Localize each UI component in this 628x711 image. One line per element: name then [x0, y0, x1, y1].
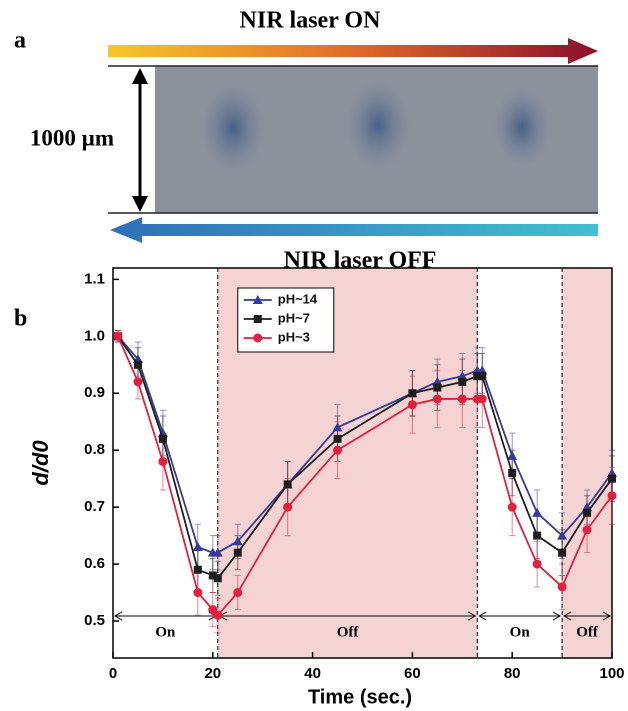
marker	[458, 377, 467, 386]
y-tick-label: 0.5	[84, 612, 105, 629]
marker	[158, 434, 167, 443]
marker	[208, 571, 217, 580]
x-tick-label: 100	[599, 665, 624, 682]
marker	[212, 547, 223, 557]
y-tick-label: 0.6	[84, 555, 105, 572]
marker	[283, 502, 293, 512]
marker	[583, 508, 592, 517]
y-tick-label: 0.8	[84, 441, 105, 458]
marker	[233, 548, 242, 557]
spot	[201, 83, 265, 173]
arrow-head	[563, 611, 612, 621]
y-tick-label: 1.1	[84, 270, 105, 287]
marker	[133, 360, 142, 369]
panel-a: a NIR laser ON 1000 µm NIR laser OFF	[14, 8, 598, 274]
marker	[192, 541, 203, 551]
phase-label: Off	[337, 624, 360, 640]
marker	[193, 588, 203, 598]
phase-label: On	[155, 624, 176, 640]
x-tick-label: 0	[109, 665, 117, 682]
marker	[213, 574, 222, 583]
marker	[283, 480, 292, 489]
panel-label: b	[14, 306, 27, 332]
marker	[407, 400, 417, 410]
x-tick-label: 20	[204, 665, 221, 682]
marker	[478, 372, 487, 381]
marker	[433, 383, 442, 392]
marker	[333, 445, 343, 455]
marker	[253, 333, 263, 343]
x-tick-label: 80	[504, 665, 521, 682]
spot	[494, 87, 550, 167]
marker	[507, 502, 517, 512]
spot	[346, 80, 410, 170]
marker	[113, 331, 123, 341]
marker	[582, 525, 592, 535]
panel-label: a	[14, 28, 26, 54]
phase-region	[562, 268, 612, 658]
marker	[232, 536, 243, 546]
marker	[473, 372, 482, 381]
arrow-head	[478, 611, 562, 621]
marker	[507, 450, 518, 460]
marker	[457, 394, 467, 404]
phase-label: On	[510, 624, 531, 640]
marker	[607, 491, 617, 501]
marker	[133, 377, 143, 387]
marker	[408, 389, 417, 398]
arrow-on	[108, 38, 598, 64]
marker	[332, 422, 343, 432]
y-tick-label: 0.9	[84, 384, 105, 401]
marker	[333, 434, 342, 443]
y-axis-title: d/d0	[28, 440, 53, 486]
legend-label: pH~7	[278, 310, 310, 325]
marker	[193, 565, 202, 574]
scale-arrow	[132, 68, 148, 84]
x-tick-label: 60	[404, 665, 421, 682]
y-tick-label: 1.0	[84, 327, 105, 344]
marker	[508, 468, 517, 477]
scale-label: 1000 µm	[30, 125, 114, 150]
marker	[533, 531, 542, 540]
marker	[213, 610, 223, 620]
marker	[432, 394, 442, 404]
marker	[608, 474, 616, 483]
arrow-label: NIR laser ON	[240, 8, 382, 34]
x-tick-label: 40	[304, 665, 321, 682]
marker	[558, 548, 567, 557]
x-axis-title: Time (sec.)	[308, 686, 412, 708]
marker	[557, 582, 567, 592]
y-tick-label: 0.7	[84, 498, 105, 515]
marker	[233, 588, 243, 598]
legend-label: pH~14	[278, 291, 318, 306]
marker	[532, 559, 542, 569]
marker	[252, 295, 263, 304]
marker	[253, 315, 262, 323]
marker	[477, 394, 487, 404]
arrow-off	[110, 217, 598, 243]
marker	[557, 530, 568, 540]
marker	[158, 457, 168, 467]
scale-arrow	[132, 196, 148, 212]
phase-label: Off	[576, 624, 599, 640]
marker	[532, 507, 543, 517]
legend-label: pH~3	[278, 329, 310, 344]
